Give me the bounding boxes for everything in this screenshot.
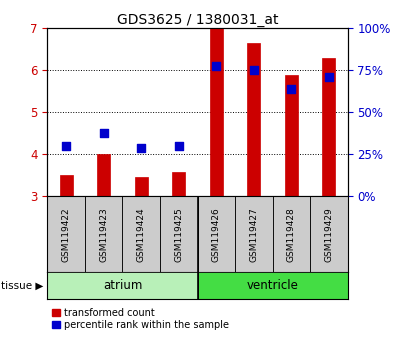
Point [175,143,182,149]
Legend: transformed count, percentile rank within the sample: transformed count, percentile rank withi… [52,308,229,330]
Bar [47,272,198,299]
Text: ventricle: ventricle [246,279,299,292]
Bar [198,196,235,272]
Bar [47,196,85,272]
Bar [60,175,73,196]
Point [100,131,107,136]
Point [213,63,220,69]
Text: GSM119428: GSM119428 [287,207,296,262]
Point [251,68,257,73]
Title: GDS3625 / 1380031_at: GDS3625 / 1380031_at [117,13,278,27]
Text: tissue ▶: tissue ▶ [1,281,43,291]
Point [63,143,70,149]
Text: GSM119424: GSM119424 [137,207,146,262]
Bar [247,43,260,196]
Bar [85,196,122,272]
Text: GSM119429: GSM119429 [324,207,333,262]
Point [288,86,295,92]
Bar [97,154,110,196]
Bar [135,177,148,196]
Point [138,145,145,151]
Bar [273,196,310,272]
Bar [160,196,198,272]
Bar [172,172,185,196]
Text: GSM119425: GSM119425 [174,207,183,262]
Text: GSM119426: GSM119426 [212,207,221,262]
Text: GSM119427: GSM119427 [249,207,258,262]
Bar [235,196,273,272]
Bar [122,196,160,272]
Bar [198,272,348,299]
Bar [210,28,223,196]
Text: atrium: atrium [103,279,142,292]
Text: GSM119422: GSM119422 [62,207,71,262]
Bar [310,196,348,272]
Bar [285,75,298,196]
Point [326,74,332,79]
Bar [322,58,335,196]
Text: GSM119423: GSM119423 [99,207,108,262]
